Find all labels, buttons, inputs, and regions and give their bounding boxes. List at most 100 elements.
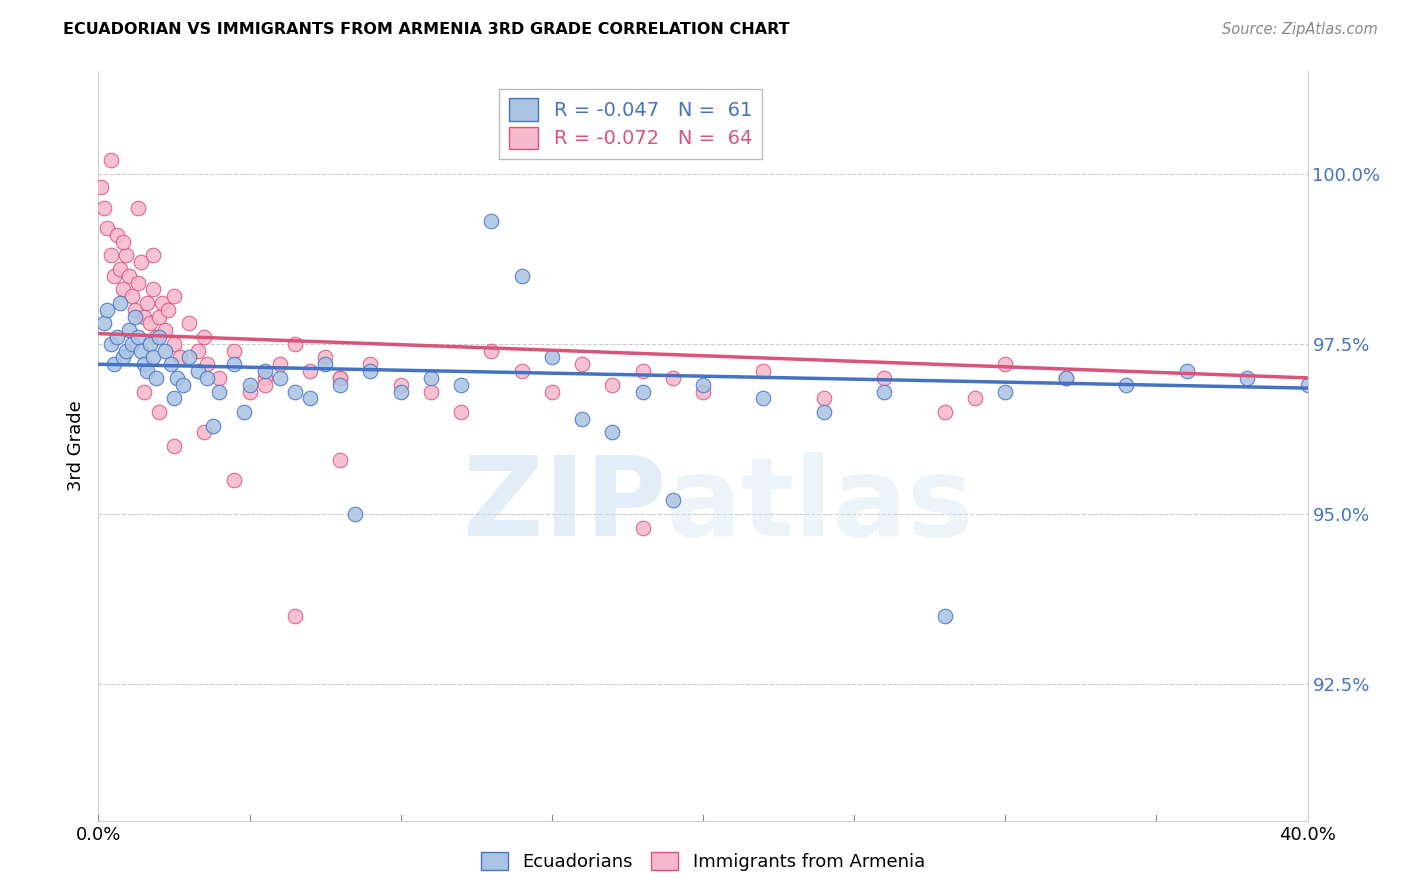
Point xyxy=(239,377,262,392)
Point xyxy=(752,392,775,406)
Point xyxy=(284,384,307,399)
Point xyxy=(253,377,276,392)
Point xyxy=(169,351,191,365)
Point xyxy=(195,357,218,371)
Point xyxy=(239,384,262,399)
Point xyxy=(96,221,118,235)
Point xyxy=(179,351,201,365)
Point xyxy=(873,371,896,385)
Point xyxy=(187,343,209,358)
Point xyxy=(329,371,352,385)
Point xyxy=(1115,377,1137,392)
Point xyxy=(253,371,276,385)
Point xyxy=(450,405,472,419)
Point xyxy=(661,493,683,508)
Point xyxy=(139,336,162,351)
Point xyxy=(163,289,186,303)
Point xyxy=(142,351,165,365)
Point xyxy=(253,364,276,378)
Point xyxy=(692,377,714,392)
Point xyxy=(163,336,186,351)
Point xyxy=(187,364,209,378)
Point xyxy=(90,180,112,194)
Point xyxy=(329,452,352,467)
Point xyxy=(100,336,122,351)
Point xyxy=(284,609,307,624)
Point xyxy=(314,351,336,365)
Point xyxy=(692,384,714,399)
Point xyxy=(299,392,322,406)
Point xyxy=(994,357,1017,371)
Point xyxy=(135,296,157,310)
Point xyxy=(202,418,225,433)
Point xyxy=(121,336,143,351)
Point xyxy=(124,310,146,324)
Point xyxy=(145,330,167,344)
Point xyxy=(135,364,157,378)
Point xyxy=(103,357,125,371)
Point xyxy=(420,384,443,399)
Point xyxy=(631,521,654,535)
Point xyxy=(420,371,443,385)
Point xyxy=(132,384,155,399)
Point xyxy=(510,364,533,378)
Point xyxy=(873,384,896,399)
Point xyxy=(314,357,336,371)
Point xyxy=(510,268,533,283)
Point xyxy=(100,153,122,167)
Point xyxy=(481,343,503,358)
Point xyxy=(389,384,412,399)
Point xyxy=(132,310,155,324)
Point xyxy=(224,357,246,371)
Point xyxy=(142,282,165,296)
Point xyxy=(93,317,115,331)
Text: atlas: atlas xyxy=(666,452,974,559)
Point xyxy=(450,377,472,392)
Point xyxy=(232,405,254,419)
Point xyxy=(602,377,624,392)
Point xyxy=(389,377,412,392)
Point xyxy=(153,323,176,337)
Point xyxy=(208,384,231,399)
Point xyxy=(118,323,141,337)
Text: ECUADORIAN VS IMMIGRANTS FROM ARMENIA 3RD GRADE CORRELATION CHART: ECUADORIAN VS IMMIGRANTS FROM ARMENIA 3R… xyxy=(63,22,790,37)
Point xyxy=(148,330,170,344)
Point xyxy=(1054,371,1077,385)
Point xyxy=(139,317,162,331)
Point xyxy=(111,235,134,249)
Point xyxy=(540,384,562,399)
Point xyxy=(108,296,131,310)
Point xyxy=(344,507,367,521)
Point xyxy=(269,371,291,385)
Point xyxy=(148,405,170,419)
Point xyxy=(994,384,1017,399)
Point xyxy=(163,392,186,406)
Point xyxy=(105,227,128,242)
Point xyxy=(166,371,188,385)
Point xyxy=(145,371,167,385)
Point xyxy=(93,201,115,215)
Point xyxy=(813,392,835,406)
Y-axis label: 3rd Grade: 3rd Grade xyxy=(67,401,86,491)
Point xyxy=(179,317,201,331)
Point xyxy=(1175,364,1198,378)
Point xyxy=(156,302,179,317)
Point xyxy=(103,268,125,283)
Point xyxy=(132,357,155,371)
Point xyxy=(1054,371,1077,385)
Text: Source: ZipAtlas.com: Source: ZipAtlas.com xyxy=(1222,22,1378,37)
Point xyxy=(129,255,152,269)
Point xyxy=(329,377,352,392)
Point xyxy=(193,425,215,440)
Point xyxy=(571,357,593,371)
Point xyxy=(195,371,218,385)
Point xyxy=(96,302,118,317)
Legend: Ecuadorians, Immigrants from Armenia: Ecuadorians, Immigrants from Armenia xyxy=(474,845,932,879)
Point xyxy=(105,330,128,344)
Point xyxy=(163,439,186,453)
Point xyxy=(299,364,322,378)
Point xyxy=(121,289,143,303)
Point xyxy=(150,296,173,310)
Point xyxy=(602,425,624,440)
Point xyxy=(108,261,131,276)
